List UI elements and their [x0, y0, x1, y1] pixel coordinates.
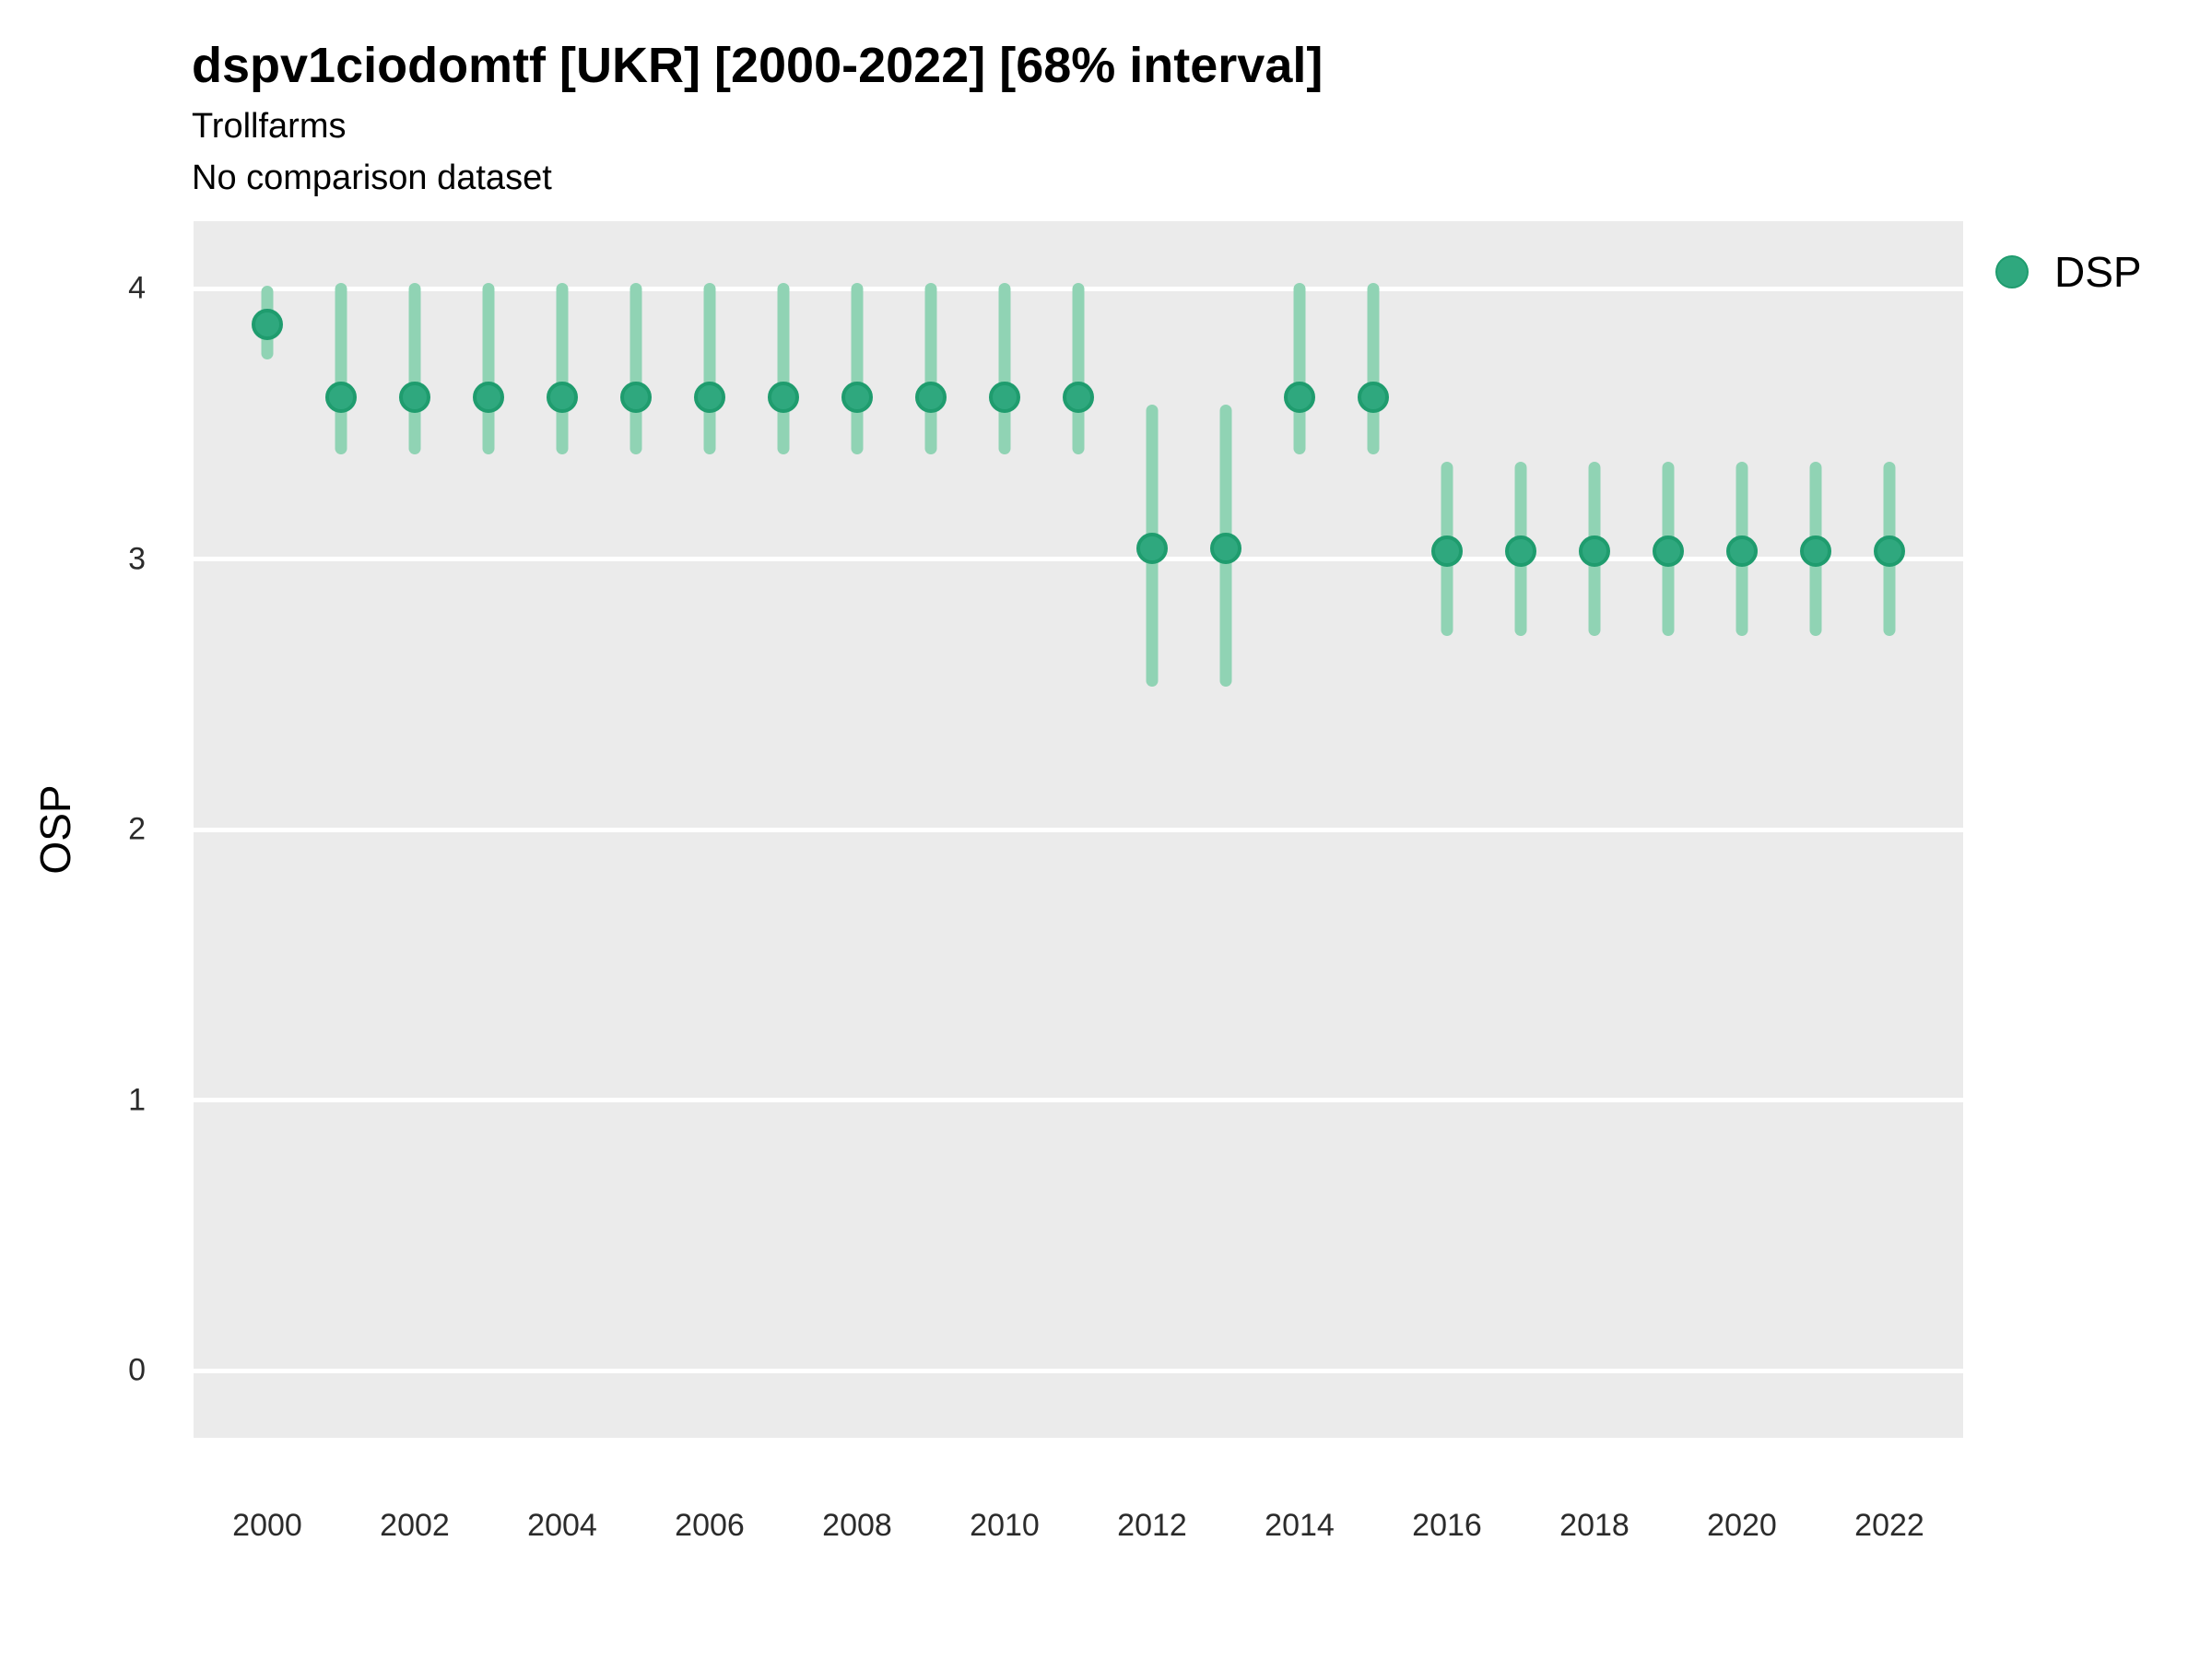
data-point [915, 381, 947, 413]
interval-bar [482, 282, 495, 454]
data-point [547, 381, 578, 413]
data-point [473, 381, 504, 413]
gridline [194, 1098, 1963, 1103]
data-point [989, 381, 1020, 413]
data-point [620, 381, 652, 413]
data-point [1136, 533, 1168, 565]
data-point [252, 308, 283, 340]
interval-bar [1367, 282, 1380, 454]
comparison-note: No comparison dataset [192, 159, 552, 197]
data-point [1579, 535, 1610, 567]
chart-title: dspv1ciodomtf [UKR] [2000-2022] [68% int… [192, 38, 1324, 93]
x-tick-label: 2010 [970, 1508, 1040, 1543]
data-point [1210, 533, 1241, 565]
data-point [1063, 381, 1094, 413]
data-point [325, 381, 357, 413]
x-tick-label: 2014 [1265, 1508, 1335, 1543]
x-tick-label: 2022 [1854, 1508, 1924, 1543]
interval-bar [629, 282, 642, 454]
interval-bar [851, 282, 864, 454]
data-point [1431, 535, 1463, 567]
x-tick-label: 2004 [527, 1508, 597, 1543]
x-tick-label: 2020 [1707, 1508, 1777, 1543]
data-point [768, 381, 799, 413]
data-point [399, 381, 430, 413]
x-tick-label: 2012 [1117, 1508, 1187, 1543]
x-tick-label: 2000 [232, 1508, 302, 1543]
gridline [194, 827, 1963, 832]
interval-bar [998, 282, 1011, 454]
interval-bar [1293, 282, 1306, 454]
interval-bar [1072, 282, 1085, 454]
y-tick-label: 3 [128, 541, 146, 577]
x-tick-label: 2016 [1412, 1508, 1482, 1543]
interval-bar [777, 282, 790, 454]
chart-subtitle: Trollfarms [192, 107, 347, 146]
interval-bar [556, 282, 569, 454]
legend-series-label: DSP [2054, 248, 2142, 296]
data-point [1284, 381, 1315, 413]
data-point [1505, 535, 1536, 567]
x-tick-label: 2002 [380, 1508, 450, 1543]
data-point [1358, 381, 1389, 413]
interval-bar [408, 282, 421, 454]
interval-bar [703, 282, 716, 454]
data-point [694, 381, 725, 413]
data-point [1874, 535, 1905, 567]
y-tick-label: 0 [128, 1352, 146, 1388]
x-tick-label: 2008 [822, 1508, 892, 1543]
legend: DSP [1995, 247, 2142, 297]
gridline [194, 1368, 1963, 1373]
data-point [1800, 535, 1831, 567]
y-tick-label: 4 [128, 270, 146, 306]
data-point [841, 381, 873, 413]
gridline [194, 557, 1963, 562]
interval-bar [335, 282, 347, 454]
x-tick-label: 2006 [675, 1508, 745, 1543]
x-tick-label: 2018 [1559, 1508, 1630, 1543]
y-tick-label: 1 [128, 1082, 146, 1118]
data-point [1653, 535, 1684, 567]
legend-point-icon [1995, 255, 2029, 288]
data-point [1726, 535, 1758, 567]
plot-panel [194, 221, 1963, 1438]
y-tick-label: 2 [128, 811, 146, 847]
interval-bar [924, 282, 937, 454]
